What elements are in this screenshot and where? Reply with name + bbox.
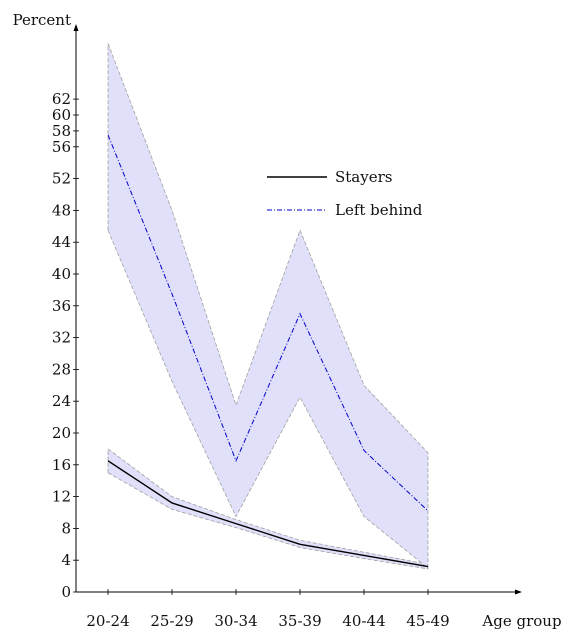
axes	[73, 24, 522, 595]
legend: Stayers Left behind	[267, 168, 423, 219]
y-axis-title: Percent	[13, 11, 71, 29]
y-tick-label: 62	[52, 90, 71, 108]
band-edge-lower-stayers	[107, 472, 429, 570]
x-tick-label: 25-29	[150, 612, 193, 630]
x-axis-arrow	[515, 589, 522, 595]
x-axis-title: Age group	[481, 612, 561, 630]
y-tick-label: 58	[52, 122, 71, 140]
series-line-stayers	[107, 460, 429, 568]
y-tick-label: 8	[61, 519, 71, 537]
band-edge-upper-left-behind	[107, 43, 429, 454]
y-tick-label: 0	[61, 583, 71, 601]
y-tick-label: 4	[61, 551, 71, 569]
x-tick-label: 30-34	[214, 612, 257, 630]
y-tick-label: 56	[52, 138, 71, 156]
band-edge-upper-stayers	[107, 448, 429, 565]
y-tick-label: 60	[52, 106, 71, 124]
y-tick-label: 32	[52, 329, 71, 347]
x-tick-label: 45-49	[406, 612, 449, 630]
y-tick-label: 24	[52, 392, 71, 410]
x-tick-label: 40-44	[342, 612, 385, 630]
y-tick-label: 44	[52, 233, 71, 251]
y-tick-label: 52	[52, 170, 71, 188]
band-left-behind	[108, 43, 428, 569]
series-lines	[107, 134, 429, 568]
band-edge-lower-left-behind	[107, 230, 429, 569]
legend-label-stayers: Stayers	[335, 168, 392, 186]
legend-label-left-behind: Left behind	[335, 201, 423, 219]
x-tick-label: 20-24	[86, 612, 129, 630]
y-tick-label: 48	[52, 201, 71, 219]
y-tick-label: 40	[52, 265, 71, 283]
y-axis-arrow	[73, 24, 79, 31]
y-tick-label: 12	[52, 488, 71, 506]
x-ticks: 20-24 25-29 30-34 35-39 40-44 45-49	[86, 589, 450, 630]
y-tick-label: 28	[52, 360, 71, 378]
y-tick-label: 20	[52, 424, 71, 442]
y-tick-label: 16	[52, 456, 71, 474]
confidence-bands	[107, 43, 429, 570]
series-line-left-behind	[107, 134, 429, 512]
x-tick-label: 35-39	[278, 612, 321, 630]
y-tick-label: 36	[52, 297, 71, 315]
